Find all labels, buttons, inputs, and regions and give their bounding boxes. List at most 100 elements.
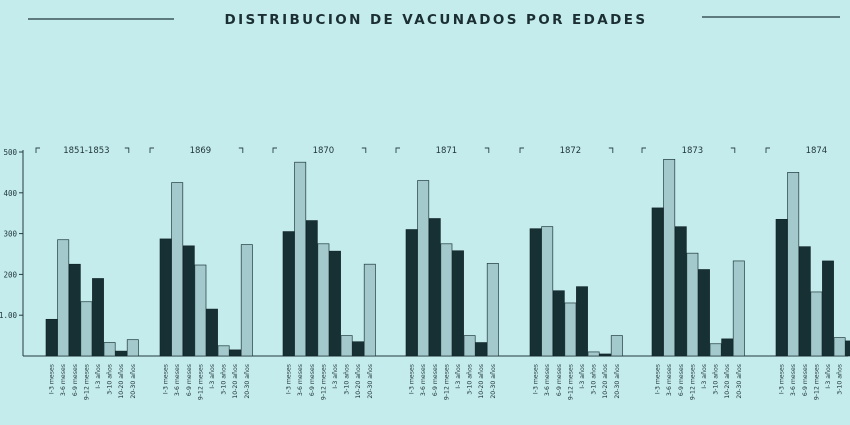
group-bracket-right <box>361 147 367 153</box>
bar <box>440 243 453 357</box>
group-bracket-left <box>35 147 40 153</box>
year-group: 1871 I-3 meses 3-6 meses 6-9 meses 9-12 mese… <box>395 146 499 400</box>
category-label: 3-6 meses <box>666 364 673 396</box>
group-year-label: 1869 <box>190 146 212 156</box>
category-label: 9-12 meses <box>320 364 327 400</box>
group-year-label: 1874 <box>806 146 828 156</box>
category-label: 3-6 meses <box>544 364 551 396</box>
category-label: I-3 meses <box>49 364 56 394</box>
bar <box>721 338 734 357</box>
category-label: 9-12 meses <box>197 364 204 400</box>
bar <box>845 340 850 357</box>
bar <box>775 219 788 357</box>
bar <box>182 245 195 357</box>
category-label: I-3 meses <box>286 364 293 394</box>
bar <box>787 172 800 357</box>
bar <box>217 345 230 357</box>
group-bracket-right <box>484 147 490 153</box>
bar <box>428 218 441 357</box>
category-label: 9-12 meses <box>443 364 450 400</box>
bar <box>452 250 464 357</box>
bar <box>732 260 745 357</box>
category-label: 3-10 años <box>837 364 844 395</box>
bar <box>599 353 612 357</box>
bar <box>833 337 846 357</box>
bar <box>363 263 376 357</box>
bar <box>564 302 577 357</box>
category-label: I-3 años <box>701 364 708 389</box>
bar <box>798 246 811 357</box>
category-label: 20-30 años <box>244 364 251 399</box>
bar <box>206 308 218 357</box>
category-label: 20-30 años <box>367 364 374 399</box>
bar <box>294 161 307 357</box>
bar <box>576 286 588 357</box>
group-bracket-left <box>641 147 646 153</box>
bar <box>194 264 207 357</box>
category-label: 3-10 años <box>221 364 228 395</box>
group-bracket-right <box>608 147 614 153</box>
bar <box>651 207 664 357</box>
category-label: 9-12 meses <box>813 364 820 400</box>
category-label: 3-6 meses <box>420 364 427 396</box>
category-label: 6-9 meses <box>432 364 439 396</box>
group-year-label: 1871 <box>436 146 458 156</box>
bar <box>80 301 93 357</box>
category-label: 20-30 años <box>736 364 743 399</box>
category-label: I-3 meses <box>655 364 662 394</box>
group-bracket-left <box>149 147 154 153</box>
category-label: I-3 años <box>825 364 832 389</box>
bar <box>709 343 722 357</box>
chart-title: DISTRIBUCION DE VACUNADOS POR EDADES <box>225 12 648 28</box>
bar <box>126 339 139 357</box>
category-label: 3-6 meses <box>297 364 304 396</box>
bar <box>317 243 330 357</box>
bar <box>663 158 676 357</box>
group-bracket-right <box>730 147 736 153</box>
year-groups: 1851-1853 I-3 meses 3-6 meses 6-9 meses 9-12… <box>35 146 850 400</box>
bar <box>610 335 623 357</box>
category-label: 3-10 años <box>107 364 114 395</box>
bar <box>329 250 341 357</box>
category-label: 3-10 años <box>467 364 474 395</box>
bar <box>229 349 242 357</box>
category-label: 3-6 meses <box>790 364 797 396</box>
year-group: 1851-1853 I-3 meses 3-6 meses 6-9 meses 9-12… <box>35 146 139 400</box>
bar <box>115 350 128 357</box>
group-bracket-left <box>519 147 524 153</box>
category-label: 6-9 meses <box>802 364 809 396</box>
category-label: 10-20 años <box>724 364 731 399</box>
category-label: I-3 meses <box>779 364 786 394</box>
bar <box>405 229 418 357</box>
y-tick-label: 300 <box>3 230 17 239</box>
y-tick-label: 200 <box>3 270 17 279</box>
category-label: I-3 años <box>579 364 586 389</box>
y-tick-label: 500 <box>3 148 17 157</box>
bar <box>45 318 58 357</box>
bar <box>171 182 184 357</box>
year-group: 1870 I-3 meses 3-6 meses 6-9 meses 9-12 mese… <box>272 146 376 400</box>
category-label: I-3 años <box>95 364 102 389</box>
bar <box>587 351 600 357</box>
category-label: I-3 años <box>332 364 339 389</box>
bar <box>92 278 104 357</box>
y-tick-label: 1.00 <box>0 311 17 320</box>
category-label: 10-20 años <box>478 364 485 399</box>
group-year-label: 1873 <box>682 146 704 156</box>
category-label: 3-6 meses <box>174 364 181 396</box>
bar <box>674 226 687 357</box>
category-label: I-3 años <box>209 364 216 389</box>
year-group: 1869 I-3 meses 3-6 meses 6-9 meses 9-12 mese… <box>149 146 253 400</box>
category-label: 20-30 años <box>614 364 621 399</box>
category-label: 10-20 años <box>118 364 125 399</box>
year-group: 1873 I-3 meses 3-6 meses 6-9 meses 9-12 mese… <box>641 146 745 400</box>
category-label: 3-10 años <box>713 364 720 395</box>
category-label: 9-12 meses <box>83 364 90 400</box>
category-label: 9-12 meses <box>567 364 574 400</box>
bar <box>57 239 70 357</box>
bar <box>103 342 116 357</box>
bar <box>552 290 565 357</box>
category-label: 10-20 años <box>602 364 609 399</box>
